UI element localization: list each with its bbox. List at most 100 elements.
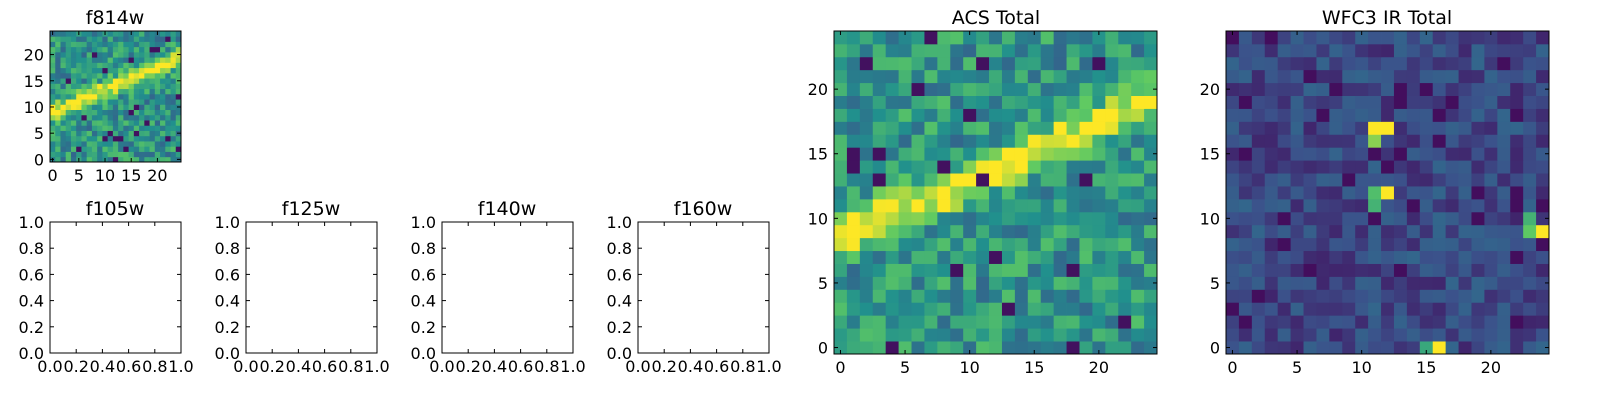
heatmap-cell — [123, 41, 129, 48]
heatmap-cell — [154, 114, 161, 121]
heatmap-cell — [50, 135, 56, 142]
heatmap-cell — [1290, 198, 1304, 213]
heatmap-cell — [1419, 56, 1434, 71]
heatmap-cell — [1406, 224, 1421, 239]
heatmap-cell — [170, 156, 177, 163]
heatmap-cell — [1001, 108, 1016, 122]
heatmap-cell — [133, 41, 140, 48]
heatmap-cell — [128, 57, 135, 63]
heatmap-cell — [976, 315, 990, 329]
heatmap-cell — [91, 146, 98, 152]
heatmap-cell — [1066, 250, 1080, 264]
heatmap-cell — [86, 141, 93, 147]
heatmap-cell — [859, 328, 874, 342]
heatmap-cell — [118, 72, 124, 79]
heatmap-cell — [976, 289, 990, 303]
heatmap-cell — [1053, 56, 1067, 71]
heatmap-cell — [1040, 134, 1055, 148]
heatmap-cell — [1001, 147, 1016, 161]
heatmap-cell — [133, 57, 140, 63]
heatmap-cell — [1368, 186, 1382, 200]
heatmap-cell — [1393, 69, 1408, 84]
heatmap-cell — [872, 237, 887, 252]
heatmap-cell — [91, 41, 98, 48]
heatmap-cell — [1355, 341, 1369, 355]
heatmap-cell — [1040, 328, 1055, 342]
heatmap-cell — [1471, 328, 1485, 342]
heatmap-cell — [1001, 82, 1016, 96]
heatmap-cell — [1040, 289, 1055, 303]
heatmap-cell — [963, 263, 977, 277]
panel-title-wfc3-ir-total: WFC3 IR Total — [1322, 7, 1452, 29]
y-tick-label: 20 — [1200, 80, 1220, 99]
heatmap-cell — [1251, 108, 1266, 122]
heatmap-cell — [1264, 211, 1279, 226]
heatmap-cell — [872, 328, 887, 342]
heatmap-cell — [1497, 198, 1511, 213]
heatmap-cell — [924, 315, 938, 329]
heatmap-cell — [924, 302, 938, 316]
heatmap-cell — [1316, 95, 1330, 109]
heatmap-cell — [1079, 160, 1093, 174]
heatmap-cell — [81, 67, 88, 74]
heatmap-cell — [1368, 95, 1382, 109]
heatmap-cell — [1277, 276, 1291, 290]
heatmap-cell — [1419, 289, 1434, 303]
heatmap-cell — [102, 78, 109, 84]
heatmap-cell — [1131, 224, 1145, 239]
heatmap-cell — [1497, 186, 1511, 200]
heatmap-cell — [102, 41, 109, 48]
heatmap-cell — [963, 56, 977, 71]
heatmap-cell — [86, 31, 93, 37]
heatmap-cell — [1510, 69, 1524, 84]
heatmap-cell — [60, 104, 67, 110]
heatmap-cell — [1238, 147, 1253, 161]
heatmap-cell — [1290, 121, 1304, 135]
heatmap-cell — [1277, 173, 1291, 187]
heatmap-cell — [65, 78, 72, 84]
heatmap-cell — [144, 135, 150, 142]
heatmap-cell — [102, 36, 109, 42]
heatmap-cell — [1001, 302, 1016, 316]
heatmap-cell — [1079, 250, 1093, 264]
heatmap-cell — [1419, 198, 1434, 213]
heatmap-cell — [1432, 263, 1447, 277]
heatmap-cell — [1355, 315, 1369, 329]
y-tick-label: 10 — [1200, 209, 1220, 228]
heatmap-cell — [175, 135, 182, 142]
heatmap-cell — [963, 198, 977, 213]
heatmap-cell — [65, 57, 72, 63]
heatmap-cell — [76, 125, 82, 131]
y-tick-label: 0.8 — [607, 239, 632, 258]
heatmap-cell — [76, 120, 82, 126]
heatmap-cell — [165, 83, 171, 90]
heatmap-cell — [50, 88, 56, 95]
heatmap-cell — [102, 99, 109, 105]
heatmap-cell — [112, 130, 119, 137]
heatmap-cell — [872, 263, 887, 277]
heatmap-cell — [1040, 69, 1055, 84]
heatmap-cell — [924, 108, 938, 122]
heatmap-cell — [1251, 276, 1266, 290]
heatmap-cell — [1066, 95, 1080, 109]
heatmap-cell — [170, 62, 177, 69]
heatmap-cell — [1226, 224, 1240, 239]
heatmap-cell — [1342, 56, 1356, 71]
heatmap-cell — [898, 211, 912, 226]
heatmap-cell — [1497, 289, 1511, 303]
heatmap-cell — [1040, 211, 1055, 226]
heatmap-cell — [1251, 173, 1266, 187]
heatmap-cell — [1303, 160, 1317, 174]
heatmap-cell — [144, 88, 150, 95]
heatmap-cell — [950, 95, 964, 109]
heatmap-cell — [898, 263, 912, 277]
heatmap-cell — [102, 109, 109, 116]
heatmap-cell — [149, 93, 156, 100]
heatmap-cell — [872, 289, 887, 303]
heatmap-cell — [165, 151, 171, 158]
heatmap-cell — [937, 82, 951, 96]
heatmap-cell — [102, 125, 109, 131]
heatmap-cell — [1368, 328, 1382, 342]
heatmap-cell — [1053, 198, 1067, 213]
heatmap-cell — [885, 237, 899, 252]
